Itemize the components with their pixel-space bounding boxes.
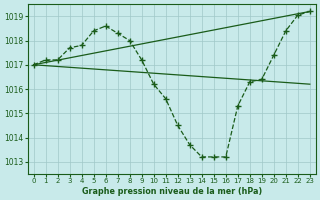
X-axis label: Graphe pression niveau de la mer (hPa): Graphe pression niveau de la mer (hPa) — [82, 187, 262, 196]
